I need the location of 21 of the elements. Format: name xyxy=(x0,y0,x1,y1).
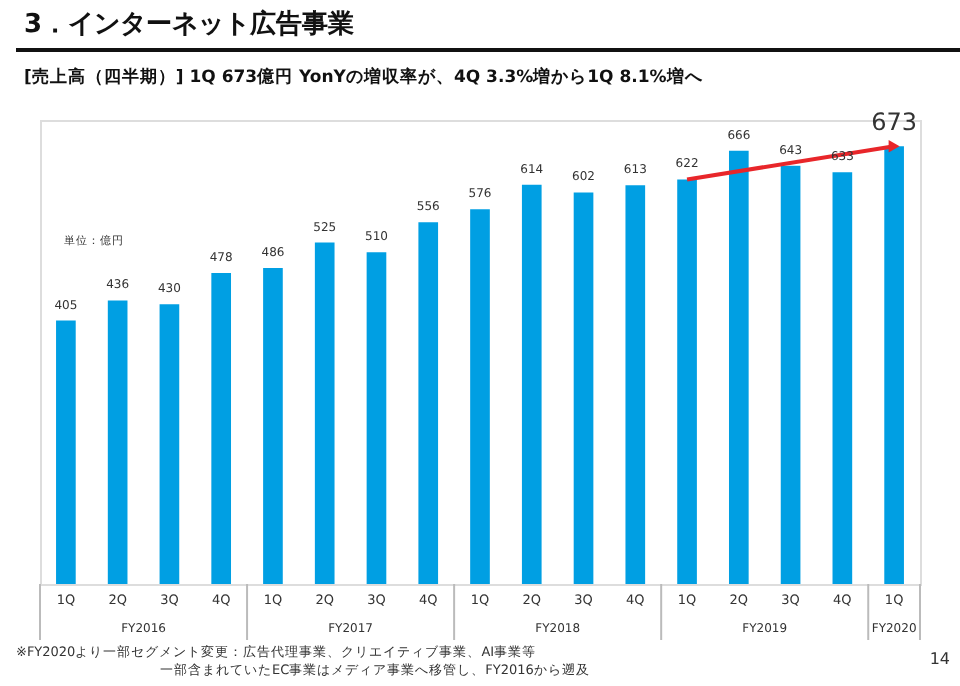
chart-title: 3．インターネット広告事業 xyxy=(24,8,355,40)
text: 14 xyxy=(929,650,950,668)
bar xyxy=(832,172,853,584)
bar xyxy=(159,304,180,584)
bar xyxy=(56,320,76,584)
bar xyxy=(211,273,232,584)
bar xyxy=(780,165,801,584)
data-label: 673 xyxy=(871,108,918,137)
bar xyxy=(314,242,335,584)
bar xyxy=(366,252,387,584)
bar xyxy=(470,209,490,584)
bar xyxy=(107,300,128,584)
bar xyxy=(418,222,439,584)
bar xyxy=(521,184,542,584)
bar xyxy=(625,185,646,584)
chart-subtitle: [売上高（四半期）] 1Q 673億円 YonYの増収率が、4Q 3.3%増から1Q 8.1%増へ xyxy=(24,64,705,88)
bar xyxy=(677,179,697,584)
bar xyxy=(884,146,904,584)
bar xyxy=(263,267,283,584)
bar xyxy=(728,150,749,584)
bar xyxy=(573,192,594,584)
